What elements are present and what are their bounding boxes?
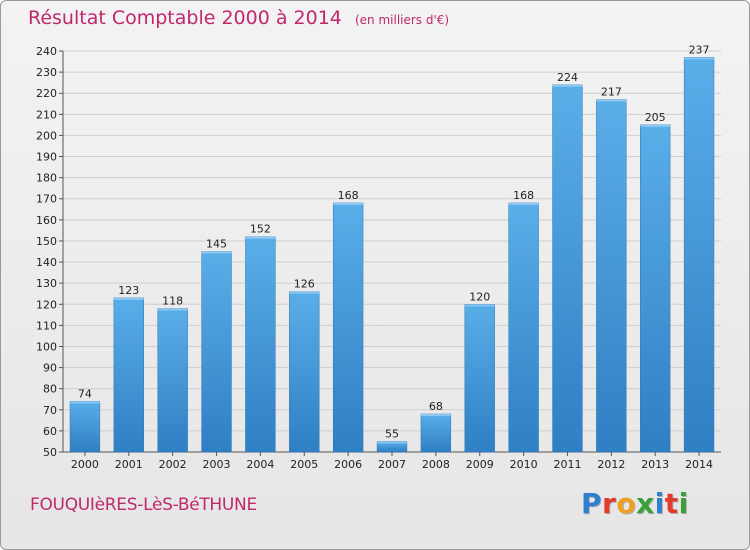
y-tick-label: 180 bbox=[36, 172, 57, 185]
bar-value-label: 68 bbox=[429, 400, 443, 413]
x-tick-label: 2000 bbox=[71, 458, 99, 471]
y-tick-label: 50 bbox=[43, 446, 57, 459]
bar-highlight bbox=[552, 84, 583, 87]
bar-value-label: 74 bbox=[78, 387, 92, 400]
bar-value-label: 152 bbox=[250, 223, 271, 236]
bar bbox=[332, 202, 364, 453]
bar-highlight bbox=[70, 401, 100, 404]
commune-name: FOUQUIèRES-LèS-BéTHUNE bbox=[30, 495, 257, 515]
bar bbox=[552, 84, 583, 453]
bar-highlight bbox=[684, 57, 714, 60]
logo-letter: P bbox=[581, 487, 603, 520]
chart-title-text: Résultat Comptable 2000 à 2014 bbox=[28, 7, 342, 29]
bar-value-label: 168 bbox=[513, 189, 534, 202]
y-tick-label: 90 bbox=[43, 362, 57, 375]
y-tick-label: 210 bbox=[36, 108, 57, 121]
x-tick-label: 2002 bbox=[159, 458, 187, 471]
bar-value-label: 237 bbox=[689, 43, 710, 56]
bar bbox=[201, 251, 232, 453]
y-tick-label: 130 bbox=[36, 277, 57, 290]
logo-letter: t bbox=[664, 487, 679, 520]
bar-value-label: 168 bbox=[338, 189, 359, 202]
x-tick-label: 2010 bbox=[510, 458, 538, 471]
bar bbox=[596, 99, 627, 453]
y-tick-label: 240 bbox=[36, 45, 57, 58]
y-tick-label: 200 bbox=[36, 129, 57, 142]
bar bbox=[245, 236, 276, 453]
y-tick-label: 150 bbox=[36, 235, 57, 248]
logo-letter: r bbox=[602, 487, 617, 520]
x-tick-label: 2014 bbox=[685, 458, 713, 471]
bar-highlight bbox=[377, 441, 407, 444]
proxiti-logo: Proxiti bbox=[581, 487, 689, 520]
bar-value-label: 118 bbox=[162, 294, 183, 307]
bar-value-label: 123 bbox=[118, 284, 139, 297]
x-tick-label: 2005 bbox=[290, 458, 318, 471]
bar-highlight bbox=[464, 304, 495, 307]
bar-value-label: 217 bbox=[601, 86, 622, 99]
bar bbox=[640, 124, 671, 453]
logo-letter: i bbox=[678, 487, 689, 520]
y-tick-label: 220 bbox=[36, 87, 57, 100]
y-tick-label: 120 bbox=[36, 298, 57, 311]
bar bbox=[420, 413, 452, 453]
y-tick-label: 190 bbox=[36, 151, 57, 164]
chart-title: Résultat Comptable 2000 à 2014 (en milli… bbox=[28, 7, 449, 29]
bar-value-label: 145 bbox=[206, 238, 227, 251]
logo-letter: o bbox=[616, 487, 637, 520]
y-tick-label: 60 bbox=[43, 425, 57, 438]
x-tick-label: 2003 bbox=[203, 458, 231, 471]
bar-value-label: 205 bbox=[645, 111, 666, 124]
y-tick-label: 70 bbox=[43, 404, 57, 417]
logo-letter: x bbox=[636, 487, 655, 520]
y-tick-label: 80 bbox=[43, 383, 57, 396]
bar-highlight bbox=[289, 291, 320, 294]
bar-highlight bbox=[596, 99, 627, 102]
bar-highlight bbox=[201, 251, 232, 254]
x-tick-label: 2008 bbox=[422, 458, 450, 471]
bar bbox=[113, 297, 144, 453]
bar-highlight bbox=[420, 414, 451, 417]
bar-highlight bbox=[333, 202, 364, 205]
y-tick-label: 170 bbox=[36, 193, 57, 206]
bar-highlight bbox=[245, 236, 276, 239]
bar-value-label: 224 bbox=[557, 71, 578, 84]
x-tick-label: 2011 bbox=[553, 458, 581, 471]
x-tick-label: 2001 bbox=[115, 458, 143, 471]
bar bbox=[69, 401, 101, 453]
x-tick-label: 2007 bbox=[378, 458, 406, 471]
y-tick-label: 100 bbox=[36, 340, 57, 353]
bar bbox=[157, 308, 188, 453]
x-tick-label: 2004 bbox=[246, 458, 274, 471]
x-tick-label: 2006 bbox=[334, 458, 362, 471]
bar bbox=[289, 291, 320, 453]
bar bbox=[508, 202, 539, 453]
bar-highlight bbox=[157, 308, 188, 311]
y-tick-label: 140 bbox=[36, 256, 57, 269]
logo-letter: i bbox=[654, 487, 665, 520]
y-tick-label: 110 bbox=[36, 319, 57, 332]
bar-value-label: 55 bbox=[385, 427, 399, 440]
bar-value-label: 120 bbox=[469, 290, 490, 303]
bar-highlight bbox=[113, 297, 144, 300]
chart-unit-text: (en milliers d'€) bbox=[354, 13, 450, 27]
x-tick-label: 2009 bbox=[466, 458, 494, 471]
bar-highlight bbox=[640, 124, 671, 127]
bar bbox=[683, 57, 715, 453]
x-tick-label: 2013 bbox=[641, 458, 669, 471]
bar bbox=[464, 304, 495, 453]
bar-value-label: 126 bbox=[294, 278, 315, 291]
bar-highlight bbox=[508, 202, 539, 205]
y-tick-label: 160 bbox=[36, 214, 57, 227]
y-tick-label: 230 bbox=[36, 66, 57, 79]
x-tick-label: 2012 bbox=[597, 458, 625, 471]
